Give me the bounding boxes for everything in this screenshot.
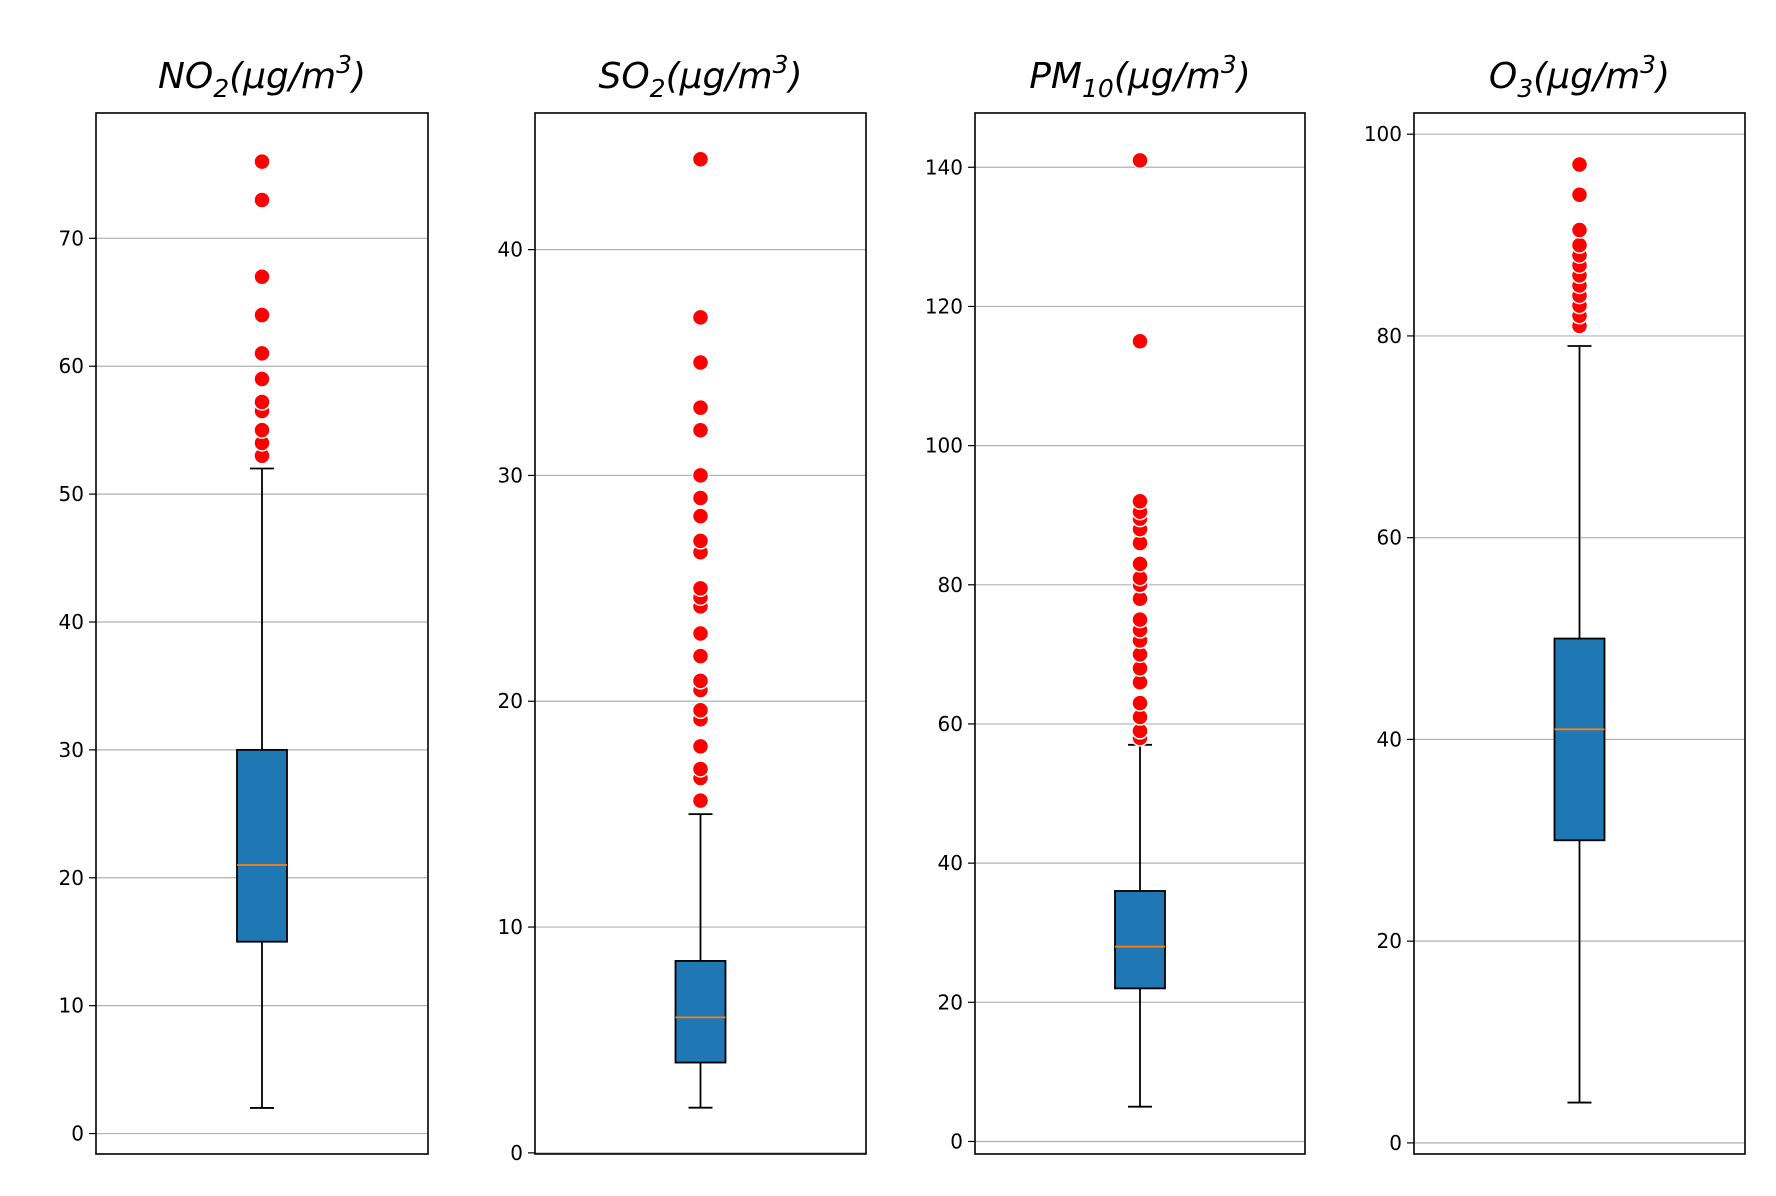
outlier-point [691, 466, 710, 485]
outlier-point [691, 421, 710, 440]
outlier-point [1570, 185, 1589, 204]
subplot-2: 0 10 20 30 40 SO2(μg/m3) [498, 50, 867, 1165]
outlier-point [253, 344, 271, 363]
y-tick-label: 140 [925, 155, 963, 179]
outlier-point [691, 532, 710, 550]
outlier-point [691, 701, 710, 720]
outlier-point [691, 507, 710, 525]
iqr-box [674, 960, 727, 1064]
outlier-point [691, 398, 710, 417]
y-tick-label: 40 [938, 851, 963, 875]
y-tick-label: 0 [950, 1129, 963, 1153]
subplot-title: NO2(μg/m3) [158, 50, 366, 103]
y-tick-label: 10 [498, 915, 523, 939]
outlier-point [253, 421, 271, 439]
y-tick-label: 20 [59, 866, 84, 890]
axes-frame [974, 112, 1306, 1155]
y-tick-label: 20 [1377, 929, 1402, 953]
outlier-point [1570, 236, 1589, 254]
outlier-point [1131, 332, 1149, 350]
y-tick-label: 60 [59, 354, 84, 378]
subplot-title: PM10(μg/m3) [1029, 50, 1251, 103]
subplot-title: O3(μg/m3) [1489, 50, 1670, 103]
outlier-point [253, 152, 271, 171]
y-tick-label: 100 [1364, 122, 1402, 146]
y-tick-label: 40 [498, 238, 523, 262]
y-tick-label: 20 [498, 689, 523, 713]
y-tick-label: 10 [59, 994, 84, 1018]
outlier-point [691, 791, 710, 810]
axes-frame [1413, 112, 1746, 1155]
y-tick-label: 0 [1389, 1131, 1402, 1155]
y-tick-label: 120 [925, 294, 963, 318]
outlier-point [1131, 610, 1149, 629]
outlier-point [1570, 221, 1589, 239]
outlier-point [1131, 151, 1149, 170]
outlier-point [691, 760, 710, 778]
iqr-box [1553, 637, 1606, 842]
iqr-box [1114, 890, 1166, 990]
subplot-title: SO2(μg/m3) [598, 50, 802, 103]
outlier-point [253, 267, 271, 286]
subplot-3: 0 20 40 60 80 100 120 140 PM10(μg/m3) [925, 50, 1306, 1155]
y-tick-label: 20 [938, 990, 963, 1014]
outlier-point [1570, 155, 1589, 174]
y-tick-label: 80 [1377, 324, 1402, 348]
y-tick-label: 70 [59, 226, 84, 250]
outlier-point [253, 370, 271, 388]
y-tick-label: 40 [1377, 727, 1402, 751]
outlier-point [691, 624, 710, 643]
y-tick-label: 80 [938, 573, 963, 597]
outlier-point [691, 489, 710, 507]
axes-frame [95, 112, 429, 1155]
y-tick-label: 40 [59, 610, 84, 634]
axes-frame [534, 112, 867, 1155]
outlier-point [253, 393, 271, 411]
outlier-point [1131, 492, 1149, 511]
outlier-point [1131, 555, 1149, 573]
y-tick-label: 60 [938, 712, 963, 736]
outlier-point [691, 647, 710, 665]
outlier-point [691, 579, 710, 598]
y-tick-label: 100 [925, 434, 963, 458]
y-tick-label: 30 [498, 463, 523, 487]
y-tick-label: 60 [1377, 526, 1402, 550]
y-tick-label: 30 [59, 738, 84, 762]
outlier-point [691, 672, 710, 690]
outlier-point [253, 306, 271, 324]
outlier-point [691, 353, 710, 372]
y-tick-label: 0 [510, 1141, 523, 1165]
outlier-point [1131, 694, 1149, 712]
outlier-point [691, 737, 710, 756]
outlier-point [691, 308, 710, 327]
subplot-4: 0 20 40 60 80 100 O3(μg/m3) [1364, 50, 1746, 1155]
iqr-box [236, 748, 288, 943]
subplot-1: 0 10 20 30 40 50 60 70 NO2(μg/m3) [59, 50, 429, 1155]
y-tick-label: 0 [71, 1122, 84, 1146]
outlier-point [691, 150, 710, 169]
outlier-point [253, 191, 271, 209]
y-tick-label: 50 [59, 482, 84, 506]
